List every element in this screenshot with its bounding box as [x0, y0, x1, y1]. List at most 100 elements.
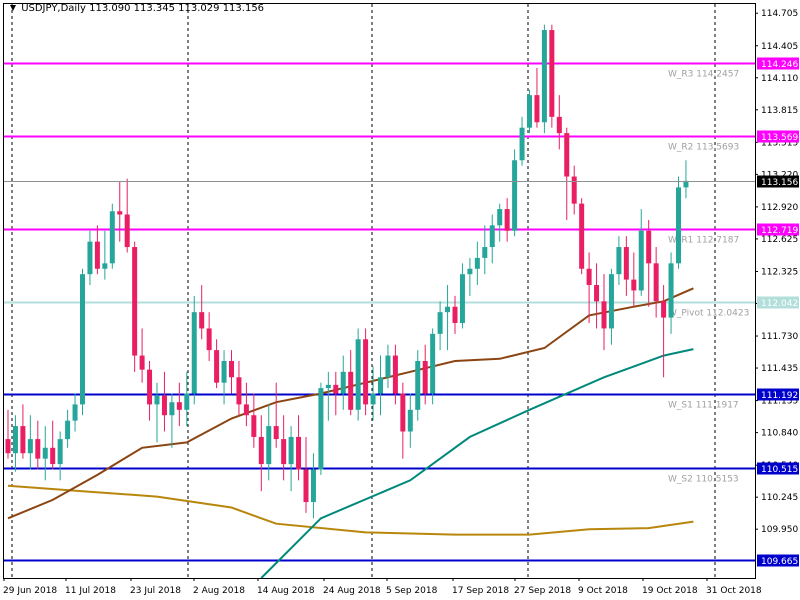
candle-body-15 — [117, 211, 123, 215]
pivot-level-lines: W_R3 114.2457 W_R2 113.5693 W_R1 112.7187 W… — [4, 62, 755, 562]
candle-body-59 — [445, 306, 451, 313]
y-tick-label-0: 114.705 — [761, 9, 798, 19]
candle-body-1 — [12, 426, 18, 454]
level-tag-bg-4 — [757, 388, 799, 401]
candle-body-27 — [206, 328, 212, 351]
candle-body-87 — [653, 263, 659, 302]
candle-body-32 — [243, 404, 249, 416]
level-tag-5: 110.515 — [761, 465, 798, 475]
x-tick-label-6: 5 Sep 2018 — [386, 586, 438, 596]
x-tick-label-1: 11 Jul 2018 — [65, 586, 116, 596]
x-tick-label-11: 31 Oct 2018 — [706, 586, 762, 596]
candle-body-41 — [310, 469, 316, 503]
y-tick-label-13: 110.840 — [761, 429, 798, 439]
current-price-tag-bg — [757, 175, 799, 188]
x-tick-label-2: 23 Jul 2018 — [130, 586, 181, 596]
level-label-4: W_S1 111.1917 — [668, 401, 739, 411]
candle-body-18 — [139, 355, 145, 370]
ma-long-line — [7, 484, 694, 536]
candle-body-88 — [661, 301, 667, 318]
candle-body-9 — [72, 404, 78, 421]
x-tick-label-8: 27 Sep 2018 — [514, 586, 571, 596]
x-tick-label-9: 9 Oct 2018 — [578, 586, 628, 596]
candle-body-43 — [325, 384, 331, 389]
y-tick-label-5: 113.220 — [761, 170, 798, 180]
level-tag-3: 112.042 — [761, 299, 798, 309]
candle-body-76 — [571, 176, 577, 204]
candle-body-20 — [154, 395, 160, 405]
y-tick-label-3: 113.815 — [761, 106, 798, 116]
price-tags: 114.246 113.569 112.719 112.042 111.192 110.5… — [757, 57, 799, 567]
candle-body-89 — [668, 263, 674, 318]
level-tag-bg-1 — [757, 130, 799, 143]
candle-body-8 — [65, 420, 71, 440]
candle-body-23 — [176, 402, 182, 410]
candlestick-series — [5, 24, 689, 519]
candle-body-86 — [646, 230, 652, 264]
candle-body-47 — [355, 339, 361, 410]
candle-body-67 — [504, 209, 510, 231]
candle-body-60 — [452, 306, 458, 324]
candle-body-29 — [221, 360, 227, 383]
candle-body-24 — [184, 393, 190, 410]
y-tick-label-10: 111.730 — [761, 332, 798, 342]
level-tag-bg-6 — [757, 554, 799, 567]
level-label-1: W_R2 113.5693 — [668, 143, 739, 153]
x-tick-label-3: 2 Aug 2018 — [193, 586, 245, 596]
y-tick-label-11: 111.435 — [761, 364, 798, 374]
candle-body-35 — [266, 426, 272, 465]
candle-body-48 — [363, 339, 369, 405]
plot-frame — [3, 3, 756, 579]
candle-body-44 — [333, 384, 339, 394]
candle-body-30 — [229, 360, 234, 378]
candle-body-16 — [124, 214, 130, 248]
candle-body-57 — [430, 333, 436, 394]
candle-body-62 — [467, 268, 473, 275]
candle-body-39 — [296, 436, 302, 470]
candle-body-52 — [392, 355, 398, 394]
candle-body-84 — [631, 279, 637, 291]
level-tag-6: 109.665 — [761, 557, 798, 567]
candle-body-12 — [94, 241, 100, 269]
candle-body-73 — [549, 30, 555, 117]
candle-body-34 — [258, 436, 264, 465]
candle-body-22 — [169, 402, 175, 416]
x-tick-label-4: 14 Aug 2018 — [257, 586, 315, 596]
candle-body-25 — [191, 312, 197, 394]
candle-body-42 — [318, 388, 324, 470]
candle-body-81 — [608, 274, 614, 329]
level-tag-2: 112.719 — [761, 226, 798, 236]
candle-body-83 — [623, 247, 629, 280]
candle-body-77 — [579, 203, 585, 269]
level-tag-1: 113.569 — [761, 133, 798, 143]
candle-body-3 — [27, 439, 33, 454]
symbol-header: USDJPY,Daily 113.090 113.345 113.029 113… — [10, 3, 264, 14]
candle-body-78 — [586, 268, 592, 286]
level-tag-bg-2 — [757, 223, 799, 236]
candle-body-4 — [35, 439, 41, 459]
x-tick-label-7: 17 Sep 2018 — [452, 586, 509, 596]
y-tick-label-6: 112.920 — [761, 203, 798, 213]
indicator-arrow-icon — [10, 3, 16, 11]
level-label-2: W_R1 112.7187 — [668, 236, 739, 246]
y-tick-label-12: 111.135 — [761, 397, 798, 407]
candle-body-0 — [5, 439, 11, 454]
candle-body-71 — [534, 95, 540, 123]
current-price-tag: 113.156 — [761, 178, 798, 188]
candle-body-6 — [50, 447, 56, 465]
candle-body-36 — [273, 426, 279, 440]
time-axis: 29 Jun 2018 11 Jul 2018 23 Jul 2018 2 Aug 2… — [3, 578, 762, 596]
symbol-name: USDJPY,Daily — [21, 3, 86, 14]
level-tag-bg-5 — [757, 462, 799, 475]
y-tick-label-4: 113.515 — [761, 138, 798, 148]
candle-body-50 — [378, 377, 383, 394]
level-label-3: W_Pivot 112.0423 — [668, 309, 749, 319]
level-label-5: W_S2 110.5153 — [668, 475, 739, 485]
candle-body-31 — [236, 377, 242, 405]
candle-body-37 — [281, 439, 287, 465]
candle-body-13 — [102, 263, 108, 269]
candle-body-63 — [474, 257, 480, 269]
candle-body-56 — [422, 360, 428, 394]
candle-body-75 — [564, 133, 570, 177]
